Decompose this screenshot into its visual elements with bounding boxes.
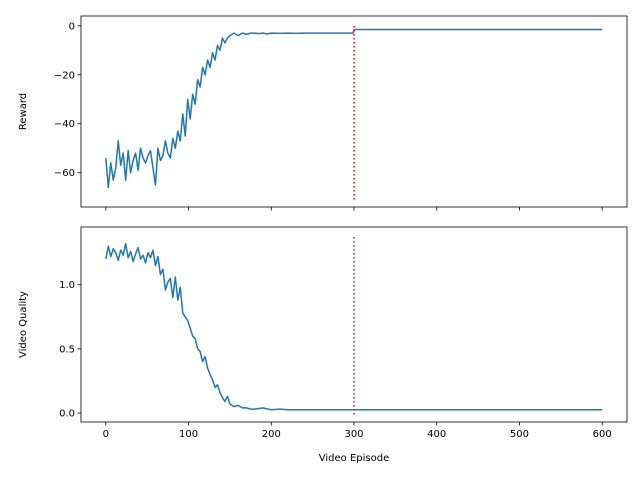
y-axis-label: Video Quality bbox=[18, 291, 29, 358]
y-tick-label: −40 bbox=[54, 119, 75, 130]
x-tick-label: 200 bbox=[262, 429, 281, 440]
x-tick-label: 400 bbox=[427, 429, 446, 440]
x-tick-label: 500 bbox=[510, 429, 529, 440]
x-tick-label: 300 bbox=[344, 429, 363, 440]
series-line-0 bbox=[105, 28, 603, 189]
x-tick-label: 100 bbox=[179, 429, 198, 440]
video-quality-panel: 0 100 200 300 400 500 600 0.0 0.5 1.0 Video Qualit… bbox=[18, 226, 628, 464]
reward-panel: 0 −20 −40 −60 Reward bbox=[18, 15, 628, 211]
y-axis-label: Reward bbox=[18, 93, 29, 130]
y-tick-label: 1.0 bbox=[59, 280, 75, 291]
x-tick-label: 0 bbox=[103, 429, 109, 440]
y-tick-label: 0.0 bbox=[59, 409, 75, 420]
x-axis-label: Video Episode bbox=[319, 453, 389, 464]
y-tick-label: 0.5 bbox=[59, 344, 75, 355]
x-tick-label: 600 bbox=[593, 429, 612, 440]
series-line-0 bbox=[105, 242, 603, 411]
y-tick-label: −60 bbox=[54, 168, 75, 179]
y-tick-label: 0 bbox=[69, 21, 75, 32]
y-tick-label: −20 bbox=[54, 70, 75, 81]
